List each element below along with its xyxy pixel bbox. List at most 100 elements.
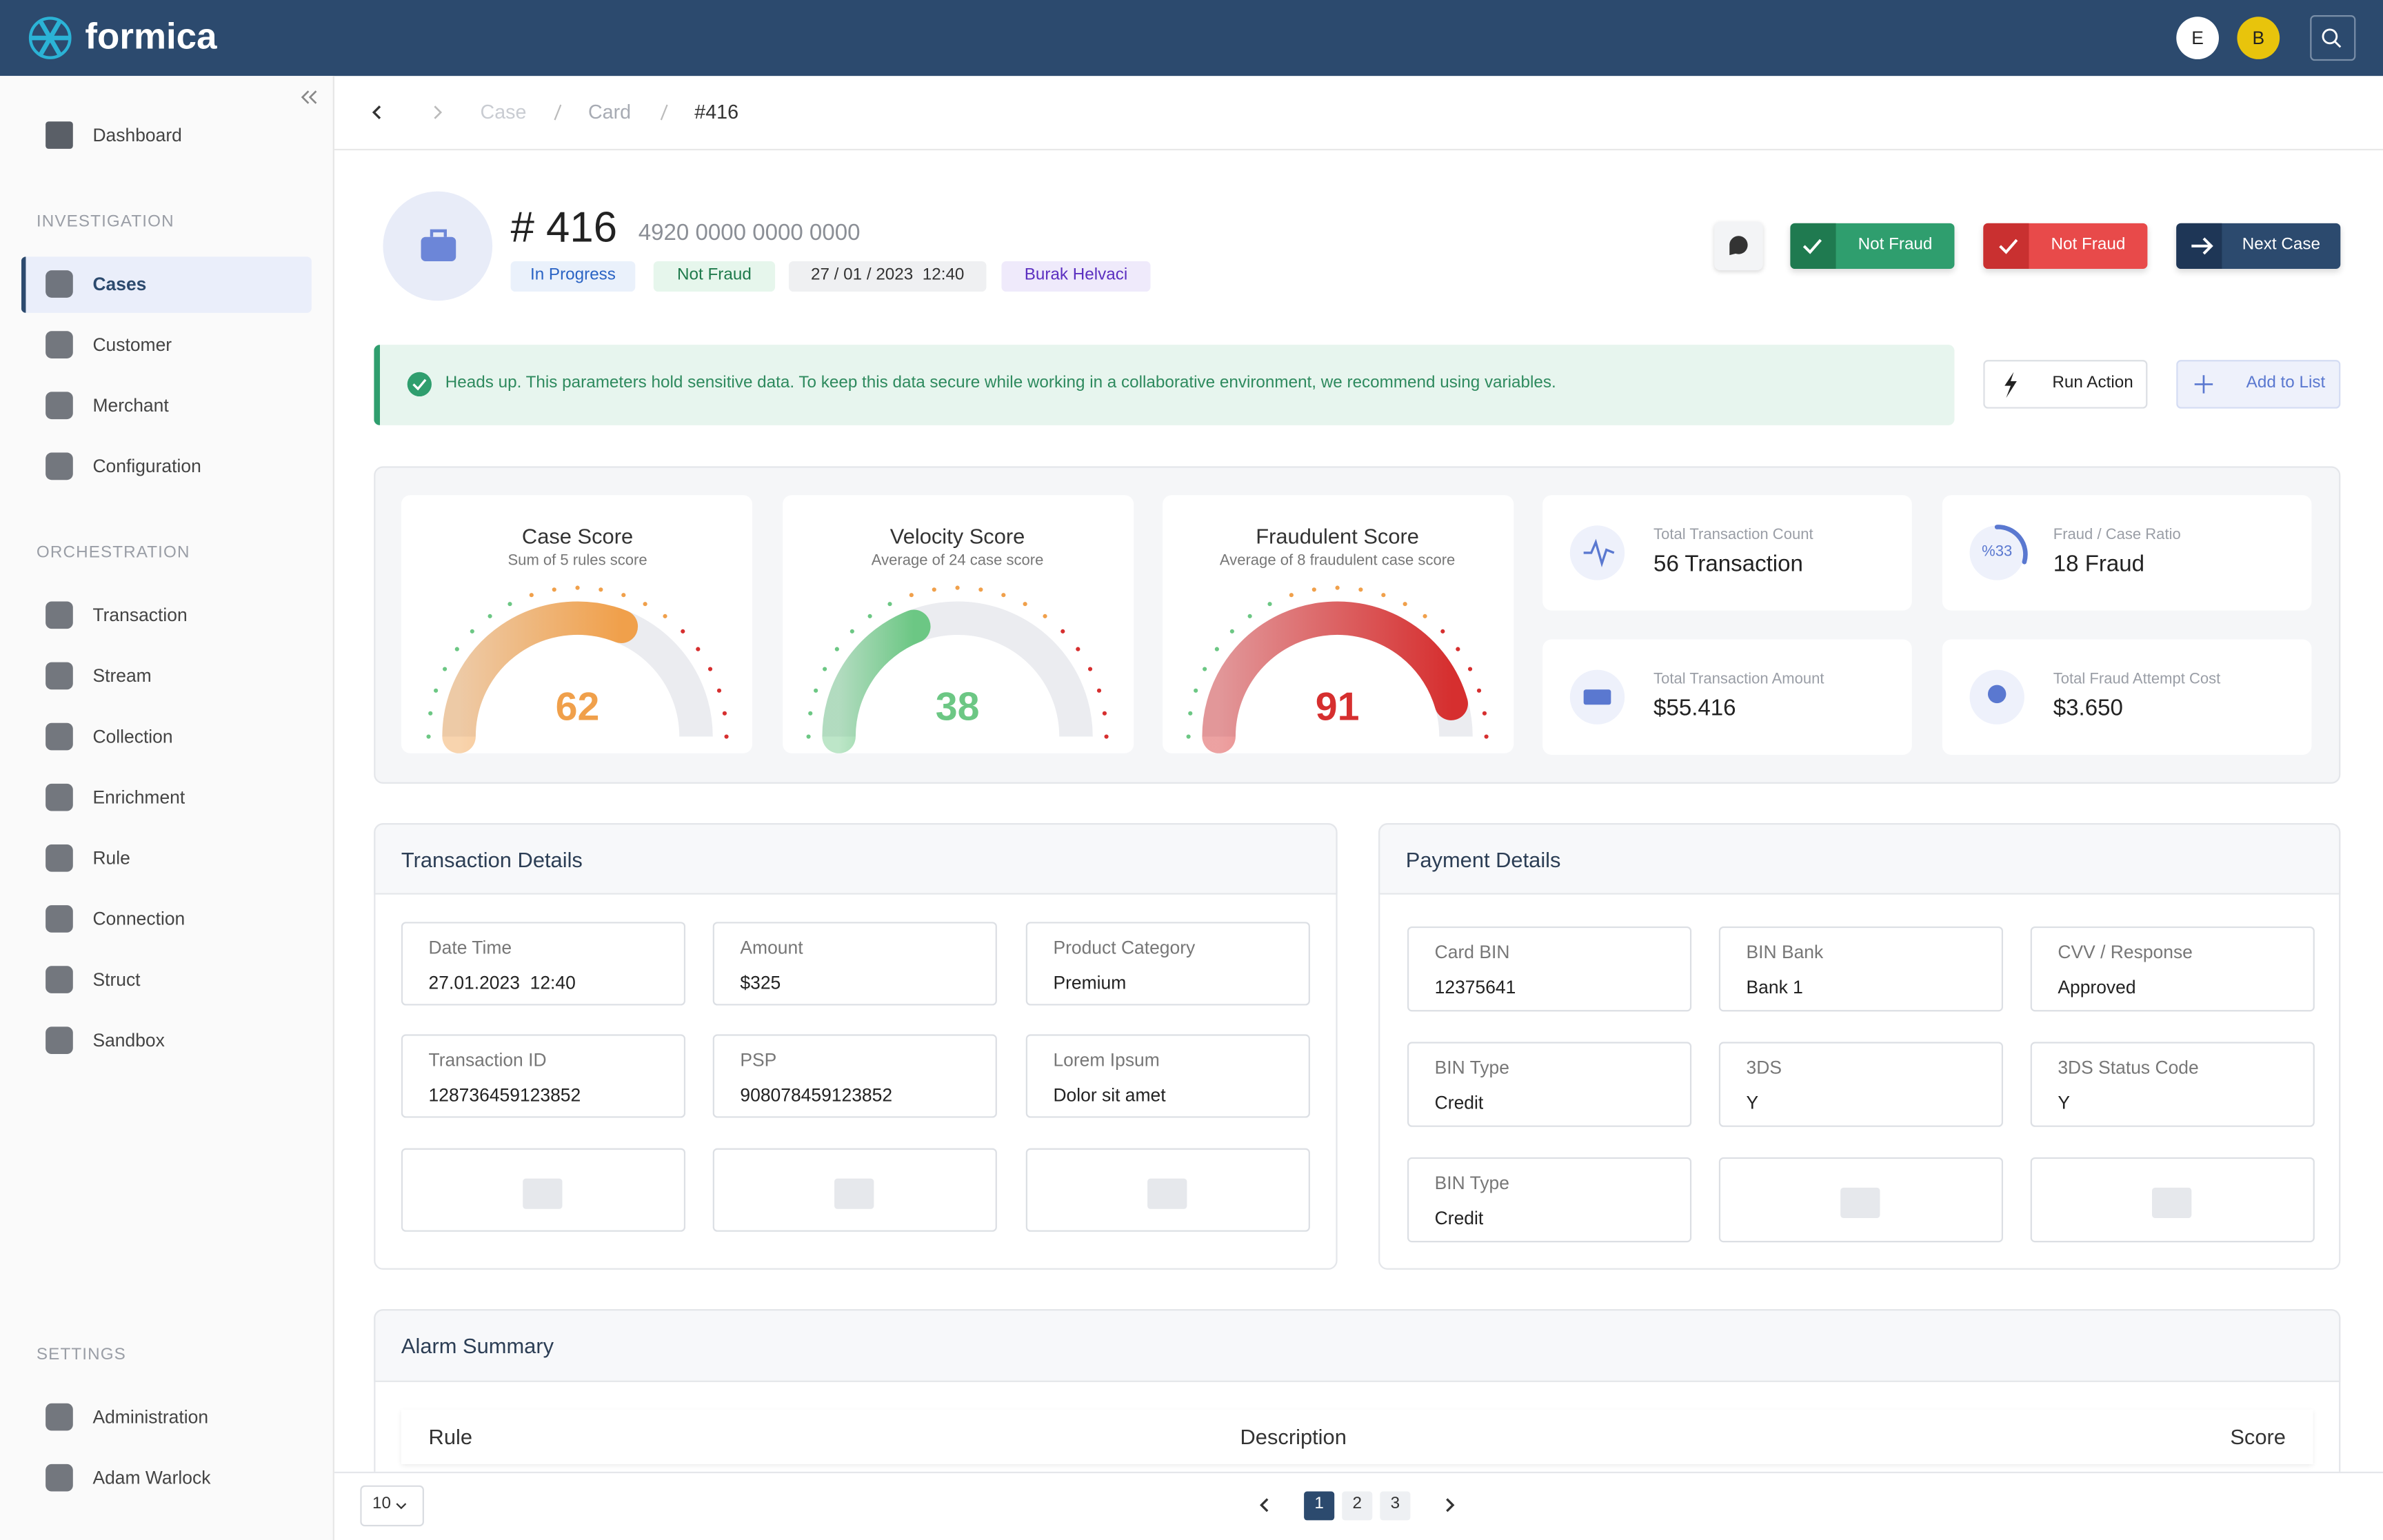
page-size-select[interactable] [360,1485,424,1527]
field-box [712,922,997,1006]
field-label: CVV / Response [2058,941,2193,963]
search-button[interactable] [2310,15,2356,61]
nav-icon[interactable] [46,1463,73,1492]
nav-section-title: INVESTIGATION [36,213,174,232]
nav-icon[interactable] [46,601,73,629]
nav-item: Dashboard [92,124,182,146]
placeholder-icon [2152,1187,2192,1218]
card-number: 4920 0000 0000 0000 [638,220,861,246]
stat-label: Fraud / Case Ratio [2053,527,2181,544]
nav-icon[interactable] [46,121,73,149]
field-value: Approved [2058,976,2136,998]
field-value: Premium [1053,971,1127,993]
field-value: Y [2058,1091,2071,1113]
gauge-subtitle: Average of 8 fraudulent case score [1219,552,1456,570]
avatar [2176,17,2219,59]
action-button-label: Next Case [2242,236,2320,254]
stat-value: $3.650 [2053,696,2123,722]
action-button-icon-bg [2176,223,2222,269]
tool-label: Add to List [2246,374,2326,393]
nav-item: Administration [92,1406,209,1428]
field-box [712,1034,997,1118]
page-size: 10 [372,1495,392,1514]
field-box [1407,926,1692,1012]
tool-label: Run Action [2052,374,2133,393]
gauge-subtitle: Average of 24 case score [871,552,1044,570]
nav-item: Collection [92,725,173,747]
alert [374,345,1955,425]
nav-icon[interactable] [46,722,73,751]
nav-item: Cases [92,273,147,294]
field-box [2030,926,2315,1012]
nav-icon[interactable] [46,844,73,872]
breadcrumb-item: #416 [694,100,739,123]
nav-icon[interactable] [46,966,73,993]
field-value: Credit [1434,1091,1484,1113]
nav-item: Customer [92,334,172,356]
field-label: BIN Type [1434,1056,1509,1078]
page-button[interactable] [1380,1491,1411,1521]
field-label: 3DS [1746,1056,1782,1078]
alarm-table-header [401,1409,2313,1464]
field-value: Bank 1 [1746,976,1803,998]
placeholder-icon [1840,1187,1880,1218]
field-box [1025,922,1310,1006]
nav-icon[interactable] [46,392,73,420]
nav-icon[interactable] [46,331,73,358]
action-button-label: Not Fraud [2051,236,2126,254]
payment-header [1378,823,2341,895]
field-box [1718,1157,2004,1243]
gauge-value: 62 [555,684,600,730]
alarm-header [374,1309,2341,1382]
field-label: Amount [740,936,803,958]
stat-icon-bg [1569,525,1625,580]
logo-text: formica [85,16,217,57]
nav-item: Connection [92,908,185,929]
nav-item: Transaction [92,604,188,626]
page-button[interactable] [1304,1491,1335,1521]
nav-icon[interactable] [46,1026,73,1055]
nav-icon[interactable] [46,905,73,933]
action-button-icon-bg [1790,223,1836,269]
panel-title: Alarm Summary [401,1333,554,1357]
avatar-label: E [2191,27,2204,49]
column-header: Description [1240,1424,1347,1448]
nav-item: Stream [92,665,152,687]
field-label: BIN Bank [1746,941,1824,963]
tag-label: Burak Helvaci [1024,266,1128,285]
tag [653,261,776,292]
field-box [2030,1157,2315,1243]
tag-label: Not Fraud [677,266,752,285]
nav-icon[interactable] [46,783,73,811]
nav-icon[interactable] [46,1403,73,1431]
field-box [1718,926,2004,1012]
stat-badge: %33 [1982,543,2013,560]
action-button-label: Not Fraud [1858,236,1933,254]
nav-item: Configuration [92,455,201,477]
gauge-subtitle: Sum of 5 rules score [507,552,647,570]
nav-icon[interactable] [46,270,73,298]
gauge-title: Fraudulent Score [1256,523,1419,548]
run-action-button[interactable] [1983,360,2148,409]
panel-title: Transaction Details [401,847,583,871]
nav-item: Enrichment [92,786,185,808]
chat-button[interactable] [1714,221,1763,271]
field-value: 128736459123852 [428,1084,581,1106]
nav-item: Merchant [92,394,169,416]
nav-icon[interactable] [46,452,73,480]
breadcrumb-item: Card [587,100,632,123]
stat-label: Total Fraud Attempt Cost [2053,671,2221,689]
stat-value: 18 Fraud [2053,551,2145,578]
field-box [1407,1042,1692,1127]
case-icon [383,191,493,301]
page-number: 2 [1352,1495,1363,1514]
field-label: Product Category [1053,936,1196,958]
field-label: PSP [740,1048,777,1071]
gauge-title: Case Score [521,523,634,548]
gauge-value: 91 [1315,684,1360,730]
nav-icon[interactable] [46,662,73,690]
stat-label: Total Transaction Amount [1653,671,1824,689]
page-button[interactable] [1342,1491,1373,1521]
column-header: Score [2230,1424,2286,1448]
nav-item: Rule [92,847,130,869]
